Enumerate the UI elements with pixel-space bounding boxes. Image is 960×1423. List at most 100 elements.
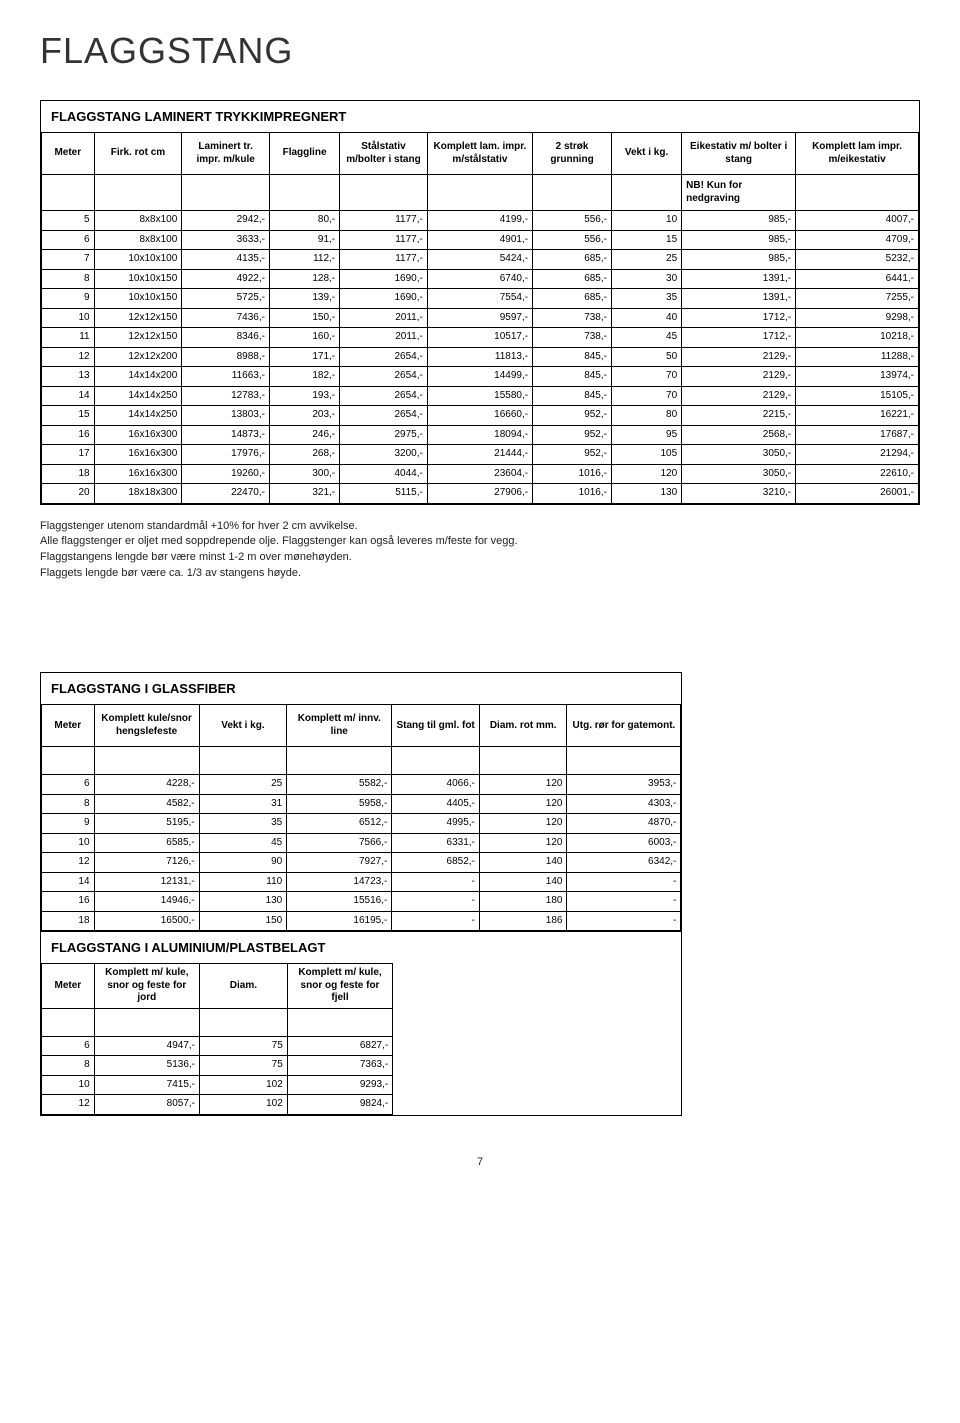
cell: 6852,- bbox=[392, 853, 480, 873]
cell: 12x12x200 bbox=[94, 347, 182, 367]
cell: 16500,- bbox=[94, 911, 199, 931]
cell: 45 bbox=[611, 328, 681, 348]
cell: 6827,- bbox=[287, 1036, 392, 1056]
table-row: 128057,-1029824,- bbox=[42, 1095, 393, 1115]
cell: 10x10x100 bbox=[94, 250, 182, 270]
cell: 12783,- bbox=[182, 386, 270, 406]
table-row: 107415,-1029293,- bbox=[42, 1075, 393, 1095]
cell: 16x16x300 bbox=[94, 464, 182, 484]
cell: 2129,- bbox=[682, 386, 796, 406]
table-row: 1412131,-11014723,--140- bbox=[42, 872, 681, 892]
cell: 10 bbox=[611, 211, 681, 231]
cell: 2215,- bbox=[682, 406, 796, 426]
col-header: Komplett lam. impr. m/stålstativ bbox=[427, 133, 532, 175]
cell: 16 bbox=[42, 425, 95, 445]
cell: 16660,- bbox=[427, 406, 532, 426]
cell: 7255,- bbox=[796, 289, 919, 309]
cell: 5232,- bbox=[796, 250, 919, 270]
cell: 8 bbox=[42, 269, 95, 289]
cell: 11813,- bbox=[427, 347, 532, 367]
table-row: 1614946,-13015516,--180- bbox=[42, 892, 681, 912]
cell: 80,- bbox=[269, 211, 339, 231]
cell: 4709,- bbox=[796, 230, 919, 250]
cell: 4135,- bbox=[182, 250, 270, 270]
note-row: NB! Kun for nedgraving bbox=[42, 175, 919, 211]
cell: 1690,- bbox=[340, 289, 428, 309]
col-header: Komplett m/ kule, snor og feste for jord bbox=[94, 964, 199, 1009]
cell: 4995,- bbox=[392, 814, 480, 834]
cell: - bbox=[392, 911, 480, 931]
cell: 10x10x150 bbox=[94, 289, 182, 309]
table-row: 1616x16x30014873,-246,-2975,-18094,-952,… bbox=[42, 425, 919, 445]
cell: 10517,- bbox=[427, 328, 532, 348]
cell: 14499,- bbox=[427, 367, 532, 387]
cell: 14873,- bbox=[182, 425, 270, 445]
cell: 35 bbox=[611, 289, 681, 309]
col-header: Meter bbox=[42, 705, 95, 747]
cell: 130 bbox=[199, 892, 287, 912]
cell: 6441,- bbox=[796, 269, 919, 289]
cell: 6585,- bbox=[94, 833, 199, 853]
cell: 8x8x100 bbox=[94, 211, 182, 231]
cell: 18 bbox=[42, 911, 95, 931]
table-row: 84582,-315958,-4405,-1204303,- bbox=[42, 794, 681, 814]
col-header: Firk. rot cm bbox=[94, 133, 182, 175]
table-row: 1716x16x30017976,-268,-3200,-21444,-952,… bbox=[42, 445, 919, 465]
cell: 14x14x250 bbox=[94, 406, 182, 426]
cell: 22470,- bbox=[182, 484, 270, 504]
cell: 17976,- bbox=[182, 445, 270, 465]
cell: 9 bbox=[42, 289, 95, 309]
cell: 11288,- bbox=[796, 347, 919, 367]
cell: 2942,- bbox=[182, 211, 270, 231]
cell: 4870,- bbox=[567, 814, 681, 834]
cell: - bbox=[567, 911, 681, 931]
notes-block: Flaggstenger utenom standardmål +10% for… bbox=[40, 519, 920, 583]
cell: 5 bbox=[42, 211, 95, 231]
table3-title: FLAGGSTANG I ALUMINIUM/PLASTBELAGT bbox=[41, 931, 681, 963]
cell: 13803,- bbox=[182, 406, 270, 426]
cell: 556,- bbox=[533, 211, 612, 231]
cell: 112,- bbox=[269, 250, 339, 270]
cell: 130 bbox=[611, 484, 681, 504]
col-header: Vekt i kg. bbox=[199, 705, 287, 747]
table2-header-row: MeterKomplett kule/snor hengslefesteVekt… bbox=[42, 705, 681, 747]
cell: 2011,- bbox=[340, 328, 428, 348]
cell: 2975,- bbox=[340, 425, 428, 445]
cell: 140 bbox=[479, 872, 567, 892]
table-row: 58x8x1002942,-80,-1177,-4199,-556,-10985… bbox=[42, 211, 919, 231]
cell: 1016,- bbox=[533, 484, 612, 504]
cell: 14946,- bbox=[94, 892, 199, 912]
table-row: 95195,-356512,-4995,-1204870,- bbox=[42, 814, 681, 834]
cell: 1391,- bbox=[682, 269, 796, 289]
cell: 21444,- bbox=[427, 445, 532, 465]
cell: 15105,- bbox=[796, 386, 919, 406]
cell: 18094,- bbox=[427, 425, 532, 445]
cell: 22610,- bbox=[796, 464, 919, 484]
table1: MeterFirk. rot cmLaminert tr. impr. m/ku… bbox=[41, 132, 919, 504]
cell: 5582,- bbox=[287, 775, 392, 795]
cell: 9293,- bbox=[287, 1075, 392, 1095]
page-title: FLAGGSTANG bbox=[40, 30, 920, 72]
cell: 21294,- bbox=[796, 445, 919, 465]
cell: 6 bbox=[42, 1036, 95, 1056]
cell: 193,- bbox=[269, 386, 339, 406]
table-row: 127126,-907927,-6852,-1406342,- bbox=[42, 853, 681, 873]
cell: 14 bbox=[42, 872, 95, 892]
col-header: Diam. rot mm. bbox=[479, 705, 567, 747]
cell: 128,- bbox=[269, 269, 339, 289]
table-row: 1012x12x1507436,-150,-2011,-9597,-738,-4… bbox=[42, 308, 919, 328]
cell: 3633,- bbox=[182, 230, 270, 250]
cell: - bbox=[567, 892, 681, 912]
cell: 845,- bbox=[533, 386, 612, 406]
cell: 1712,- bbox=[682, 328, 796, 348]
cell: 1177,- bbox=[340, 211, 428, 231]
table-row: 1112x12x1508346,-160,-2011,-10517,-738,-… bbox=[42, 328, 919, 348]
table-row: 710x10x1004135,-112,-1177,-5424,-685,-25… bbox=[42, 250, 919, 270]
cell: 150,- bbox=[269, 308, 339, 328]
cell: 35 bbox=[199, 814, 287, 834]
cell: 9 bbox=[42, 814, 95, 834]
cell: 6 bbox=[42, 775, 95, 795]
cell: 4582,- bbox=[94, 794, 199, 814]
table2-title: FLAGGSTANG I GLASSFIBER bbox=[41, 673, 681, 704]
col-header: Komplett kule/snor hengslefeste bbox=[94, 705, 199, 747]
